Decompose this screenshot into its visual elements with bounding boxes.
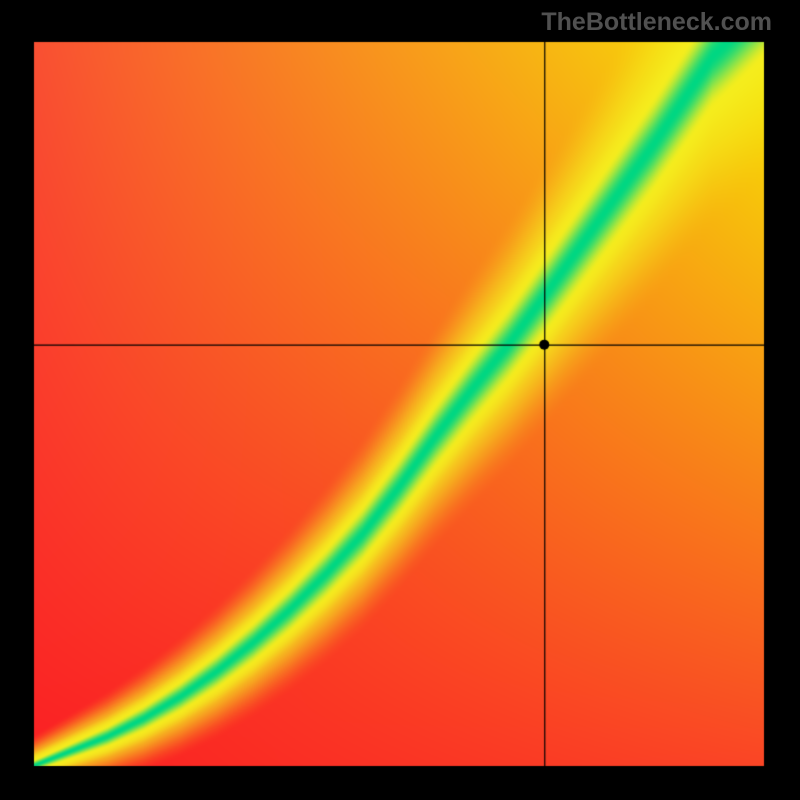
chart-container: TheBottleneck.com bbox=[0, 0, 800, 800]
watermark-text: TheBottleneck.com bbox=[541, 8, 772, 37]
bottleneck-heatmap bbox=[0, 0, 800, 800]
